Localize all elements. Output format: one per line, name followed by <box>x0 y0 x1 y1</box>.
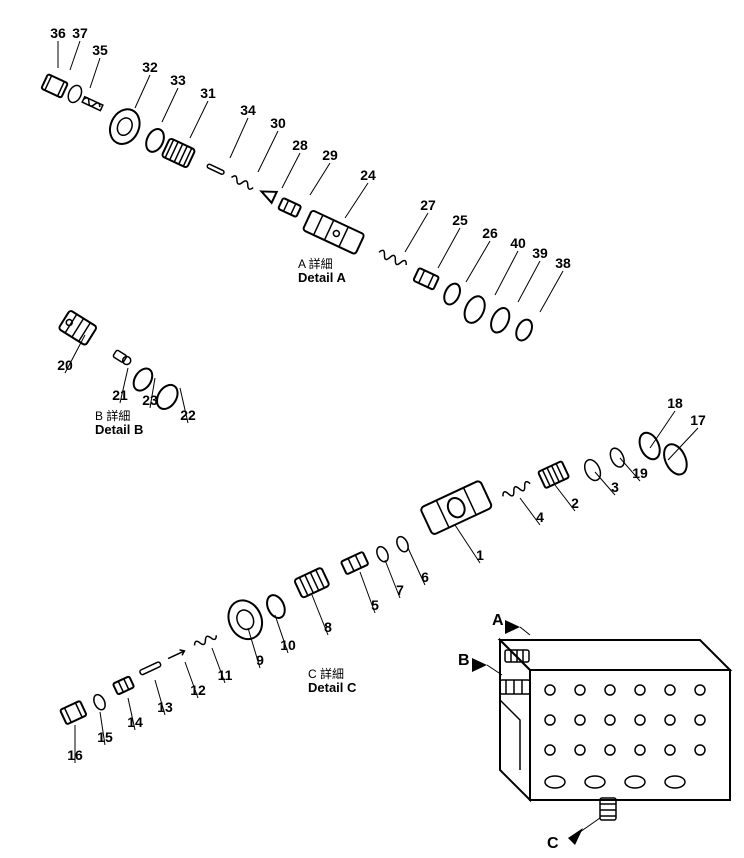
callout-14: 14 <box>127 714 143 730</box>
callout-2: 2 <box>571 495 579 511</box>
leader-24 <box>345 183 368 218</box>
callout-27: 27 <box>420 197 436 213</box>
callout-22: 22 <box>180 407 196 423</box>
leader-38 <box>540 271 563 312</box>
leader-35 <box>90 58 100 88</box>
callout-40: 40 <box>510 235 526 251</box>
leader-27 <box>405 213 428 252</box>
detail-b-en: Detail B <box>95 422 143 437</box>
leader-31 <box>190 101 208 138</box>
leader-33 <box>162 88 178 122</box>
callout-35: 35 <box>92 42 108 58</box>
callout-39: 39 <box>532 245 548 261</box>
callout-30: 30 <box>270 115 286 131</box>
callout-29: 29 <box>322 147 338 163</box>
exploded-diagram: A B C 3637353233313430282924272526403938… <box>0 0 744 858</box>
callout-18: 18 <box>667 395 683 411</box>
callout-6: 6 <box>421 569 429 585</box>
callout-25: 25 <box>452 212 468 228</box>
detail-c-jp: C 詳細 <box>308 666 344 681</box>
leader-30 <box>258 131 278 172</box>
callout-10: 10 <box>280 637 296 653</box>
leader-37 <box>70 41 80 70</box>
leader-25 <box>438 228 460 268</box>
callout-37: 37 <box>72 25 88 41</box>
callout-26: 26 <box>482 225 498 241</box>
callout-32: 32 <box>142 59 158 75</box>
leader-29 <box>310 163 330 195</box>
leader-26 <box>466 241 490 282</box>
leader-34 <box>230 118 248 158</box>
callout-8: 8 <box>324 619 332 635</box>
callout-11: 11 <box>218 667 233 683</box>
detail-labels: A 詳細 Detail A B 詳細 Detail B C 詳細 Detail … <box>95 256 357 695</box>
callout-5: 5 <box>371 597 379 613</box>
ref-b-label: B <box>458 652 470 669</box>
callout-21: 21 <box>112 387 128 403</box>
callout-4: 4 <box>536 509 544 525</box>
detail-c-en: Detail C <box>308 680 357 695</box>
callout-24: 24 <box>360 167 376 183</box>
callout-36: 36 <box>50 25 66 41</box>
detail-a-assembly <box>41 74 535 343</box>
ref-a-label: A <box>492 612 504 629</box>
callout-34: 34 <box>240 102 256 118</box>
callout-15: 15 <box>97 729 113 745</box>
callout-17: 17 <box>690 412 706 428</box>
callout-7: 7 <box>396 582 404 598</box>
callout-28: 28 <box>292 137 308 153</box>
callout-38: 38 <box>555 255 571 271</box>
callout-9: 9 <box>256 652 264 668</box>
detail-b-jp: B 詳細 <box>95 408 130 423</box>
callout-23: 23 <box>142 392 158 408</box>
callout-12: 12 <box>190 682 206 698</box>
detail-a-jp: A 詳細 <box>298 256 333 271</box>
callout-33: 33 <box>170 72 186 88</box>
leader-18 <box>650 411 675 448</box>
detail-a-en: Detail A <box>298 270 347 285</box>
leader-39 <box>518 261 540 302</box>
ref-c-label: C <box>547 835 559 852</box>
callout-19: 19 <box>632 465 648 481</box>
callout-31: 31 <box>200 85 216 101</box>
leader-28 <box>282 153 300 188</box>
callout-16: 16 <box>67 747 83 763</box>
leader-40 <box>495 251 518 295</box>
valve-block <box>500 640 730 820</box>
callout-13: 13 <box>157 699 173 715</box>
callout-3: 3 <box>611 479 619 495</box>
callout-1: 1 <box>476 547 484 563</box>
leader-32 <box>135 75 150 108</box>
callout-20: 20 <box>57 357 73 373</box>
